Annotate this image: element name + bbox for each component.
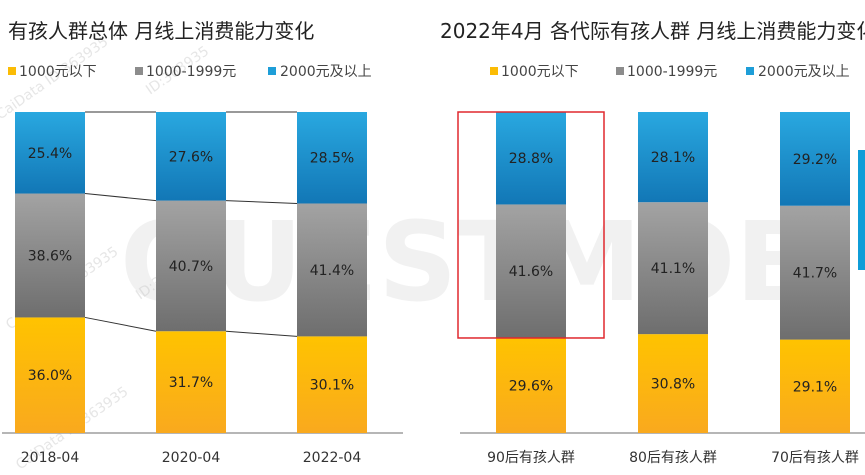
- x-tick-label: 2022-04: [303, 450, 362, 466]
- data-label: 29.1%: [793, 379, 837, 395]
- brand-watermark: QUESTMOBILE: [120, 198, 865, 326]
- legend-swatch-1000-1999: [135, 67, 143, 75]
- data-label: 40.7%: [169, 259, 213, 275]
- data-label: 28.8%: [509, 151, 553, 167]
- data-label: 41.7%: [793, 266, 837, 282]
- legend-label: 1000元以下: [501, 64, 579, 80]
- data-label: 29.6%: [509, 378, 553, 394]
- x-tick-label: 2018-04: [21, 450, 80, 466]
- bar-segment-1000-1999: [297, 203, 367, 337]
- legend-swatch-2000-plus: [268, 67, 276, 75]
- connector-line: [225, 330, 298, 337]
- data-label: 27.6%: [169, 149, 213, 165]
- chart-by-generation: 2022年4月 各代际有孩人群 月线上消费能力变化 1000元以下 1000-1…: [440, 19, 865, 466]
- legend: 1000元以下 1000-1999元 2000元及以上: [490, 64, 850, 80]
- legend-swatch-under-1000: [8, 67, 16, 75]
- data-label: 25.4%: [28, 146, 72, 162]
- data-label: 30.1%: [310, 378, 354, 394]
- bar-segment-under-1000: [496, 337, 566, 433]
- chart-title: 2022年4月 各代际有孩人群 月线上消费能力变化: [440, 19, 865, 43]
- data-label: 29.2%: [793, 152, 837, 168]
- x-tick-label: 90后有孩人群: [487, 450, 575, 466]
- data-label: 41.1%: [651, 261, 695, 277]
- legend-label: 1000元以下: [19, 64, 97, 80]
- data-label: 30.8%: [651, 377, 695, 393]
- watermark-layer: QUESTMOBILE CaiData ID:363935 CaiData ID…: [0, 34, 865, 474]
- legend-label: 2000元及以上: [758, 64, 850, 80]
- bar-segment-2000-plus: [15, 112, 85, 194]
- x-tick-label: 2020-04: [162, 450, 221, 466]
- connector-line: [84, 316, 157, 332]
- x-tick-label: 80后有孩人群: [629, 450, 717, 466]
- data-label: 28.1%: [651, 150, 695, 166]
- bar-segment-under-1000: [297, 336, 367, 433]
- scroll-indicator: [858, 150, 865, 270]
- data-label: 28.5%: [310, 151, 354, 167]
- bar-segment-2000-plus: [638, 112, 708, 203]
- bar-segment-1000-1999: [496, 204, 566, 338]
- legend-label: 1000-1999元: [146, 64, 236, 80]
- connector-line: [84, 193, 157, 202]
- bar-segment-2000-plus: [156, 112, 226, 201]
- bar-segment-1000-1999: [156, 200, 226, 332]
- bar-segment-1000-1999: [638, 202, 708, 335]
- legend-label: 1000-1999元: [627, 64, 717, 80]
- data-label: 31.7%: [169, 375, 213, 391]
- bar-segment-2000-plus: [780, 112, 850, 206]
- legend-swatch-under-1000: [490, 67, 498, 75]
- legend-swatch-1000-1999: [616, 67, 624, 75]
- legend-label: 2000元及以上: [280, 64, 372, 80]
- data-label: 36.0%: [28, 368, 72, 384]
- highlight-box: [457, 111, 605, 339]
- bar-segment-under-1000: [638, 334, 708, 433]
- connector-line: [225, 200, 298, 204]
- bar-segment-1000-1999: [15, 193, 85, 318]
- chart-marks: 36.0% 38.6% 25.4% 31.7% 40.7% 27.6% 30.1% 41.4%…: [15, 111, 850, 433]
- data-label: 41.6%: [509, 264, 553, 280]
- legend: 1000元以下 1000-1999元 2000元及以上: [8, 64, 372, 80]
- chart-title: 有孩人群总体 月线上消费能力变化: [8, 19, 314, 43]
- bar-segment-1000-1999: [780, 205, 850, 340]
- bar-segment-2000-plus: [496, 112, 566, 205]
- bar-segment-2000-plus: [297, 112, 367, 204]
- data-label: 41.4%: [310, 263, 354, 279]
- bar-segment-under-1000: [780, 339, 850, 433]
- legend-swatch-2000-plus: [746, 67, 754, 75]
- bar-segment-under-1000: [15, 317, 85, 433]
- bar-segment-under-1000: [156, 331, 226, 433]
- data-label: 38.6%: [28, 248, 72, 264]
- x-tick-label: 70后有孩人群: [771, 450, 859, 466]
